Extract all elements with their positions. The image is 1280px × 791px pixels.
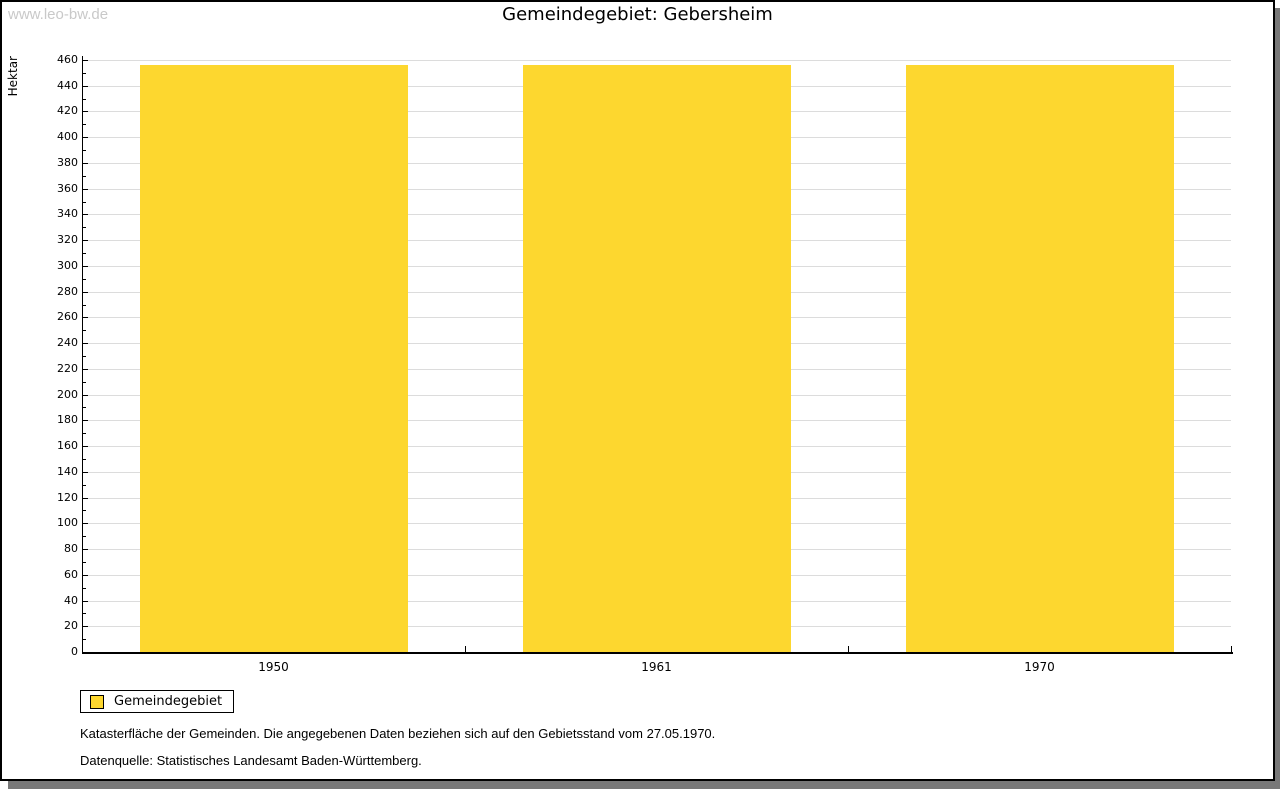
y-axis-tick xyxy=(82,265,88,267)
legend-label: Gemeindegebiet xyxy=(114,694,223,709)
x-tick-label: 1961 xyxy=(641,660,672,674)
y-tick-label: 300 xyxy=(57,258,78,272)
y-tick-label: 260 xyxy=(57,310,78,324)
legend-swatch-icon xyxy=(90,694,104,709)
y-axis-tick xyxy=(82,85,88,87)
y-axis-minor-tick xyxy=(82,304,86,306)
y-axis-tick xyxy=(82,240,88,242)
y-axis-tick xyxy=(82,626,88,628)
y-tick-label: 140 xyxy=(57,464,78,478)
x-axis-tick xyxy=(848,646,849,652)
plot-area: 1950 1961 1970 0 20 40 60 80 100 120 140 160 180 200 2… xyxy=(2,2,1273,779)
y-axis-line xyxy=(82,56,83,652)
y-axis-minor-tick xyxy=(82,253,86,255)
y-tick-label: 100 xyxy=(57,516,78,530)
y-tick-label: 80 xyxy=(64,542,78,556)
y-axis-minor-tick xyxy=(82,227,86,229)
y-axis-tick xyxy=(82,549,88,551)
y-tick-label: 60 xyxy=(64,567,78,581)
y-tick-label: 360 xyxy=(57,181,78,195)
y-axis-minor-tick xyxy=(82,330,86,332)
y-axis-tick xyxy=(82,188,88,190)
y-tick-label: 180 xyxy=(57,413,78,427)
y-axis-minor-tick xyxy=(82,510,86,512)
y-tick-label: 280 xyxy=(57,284,78,298)
y-axis-minor-tick xyxy=(82,124,86,126)
x-axis-tick xyxy=(465,646,466,652)
y-tick-label: 340 xyxy=(57,207,78,221)
x-axis-tick xyxy=(1231,646,1232,652)
y-tick-label: 380 xyxy=(57,155,78,169)
y-axis-minor-tick xyxy=(82,433,86,435)
y-axis-minor-tick xyxy=(82,458,86,460)
y-axis-tick xyxy=(82,420,88,422)
y-axis-minor-tick xyxy=(82,278,86,280)
y-axis-tick xyxy=(82,291,88,293)
bar-1970 xyxy=(905,65,1174,652)
y-tick-label: 320 xyxy=(57,233,78,247)
y-axis-minor-tick xyxy=(82,536,86,538)
x-tick-label: 1950 xyxy=(258,660,289,674)
bar-1950 xyxy=(139,65,408,652)
gridline xyxy=(82,60,1231,61)
y-axis-minor-tick xyxy=(82,98,86,100)
footnote-datenquelle: Datenquelle: Statistisches Landesamt Bad… xyxy=(80,753,422,768)
y-axis-tick xyxy=(82,343,88,345)
y-axis-tick xyxy=(82,574,88,576)
y-tick-label: 240 xyxy=(57,336,78,350)
y-axis-tick xyxy=(82,368,88,370)
y-tick-label: 120 xyxy=(57,490,78,504)
legend: Gemeindegebiet xyxy=(80,690,235,713)
y-axis-minor-tick xyxy=(82,356,86,357)
y-tick-label: 20 xyxy=(64,619,78,633)
y-axis-tick xyxy=(82,60,88,61)
y-axis-minor-tick xyxy=(82,561,86,563)
y-axis-minor-tick xyxy=(82,613,86,615)
y-axis-tick xyxy=(82,471,88,473)
y-axis-minor-tick xyxy=(82,587,86,589)
y-axis-tick xyxy=(82,137,88,139)
y-tick-label: 420 xyxy=(57,104,78,118)
footnote-gebietsstand: Katasterfläche der Gemeinden. Die angege… xyxy=(80,726,716,741)
y-axis-tick xyxy=(82,394,88,396)
y-axis-minor-tick xyxy=(82,407,86,409)
y-tick-label: 200 xyxy=(57,387,78,401)
y-axis-tick xyxy=(82,317,88,319)
y-axis-minor-tick xyxy=(82,201,86,203)
y-axis-minor-tick xyxy=(82,639,86,641)
y-axis-minor-tick xyxy=(82,381,86,383)
y-axis-tick xyxy=(82,497,88,499)
chart-title: Gemeindegebiet: Gebersheim xyxy=(502,4,773,25)
y-axis-minor-tick xyxy=(82,72,86,74)
y-axis-tick xyxy=(82,111,88,113)
y-axis-tick xyxy=(82,446,88,448)
y-axis-minor-tick xyxy=(82,150,86,152)
y-axis-tick xyxy=(82,162,88,164)
y-axis-tick xyxy=(82,214,88,216)
y-tick-label: 40 xyxy=(64,593,78,607)
y-tick-label: 0 xyxy=(71,645,78,658)
y-tick-label: 220 xyxy=(57,361,78,375)
y-axis-minor-tick xyxy=(82,175,86,177)
y-tick-label: 160 xyxy=(57,439,78,453)
y-tick-label: 440 xyxy=(57,78,78,92)
y-tick-label: 400 xyxy=(57,130,78,144)
watermark: www.leo-bw.de xyxy=(8,6,109,23)
y-axis-minor-tick xyxy=(82,484,86,486)
x-tick-label: 1970 xyxy=(1024,660,1055,674)
x-axis-line xyxy=(82,652,1233,654)
y-axis-tick xyxy=(82,523,88,525)
y-tick-label: 460 xyxy=(57,53,78,66)
y-axis-tick xyxy=(82,600,88,602)
bar-1961 xyxy=(522,65,791,652)
